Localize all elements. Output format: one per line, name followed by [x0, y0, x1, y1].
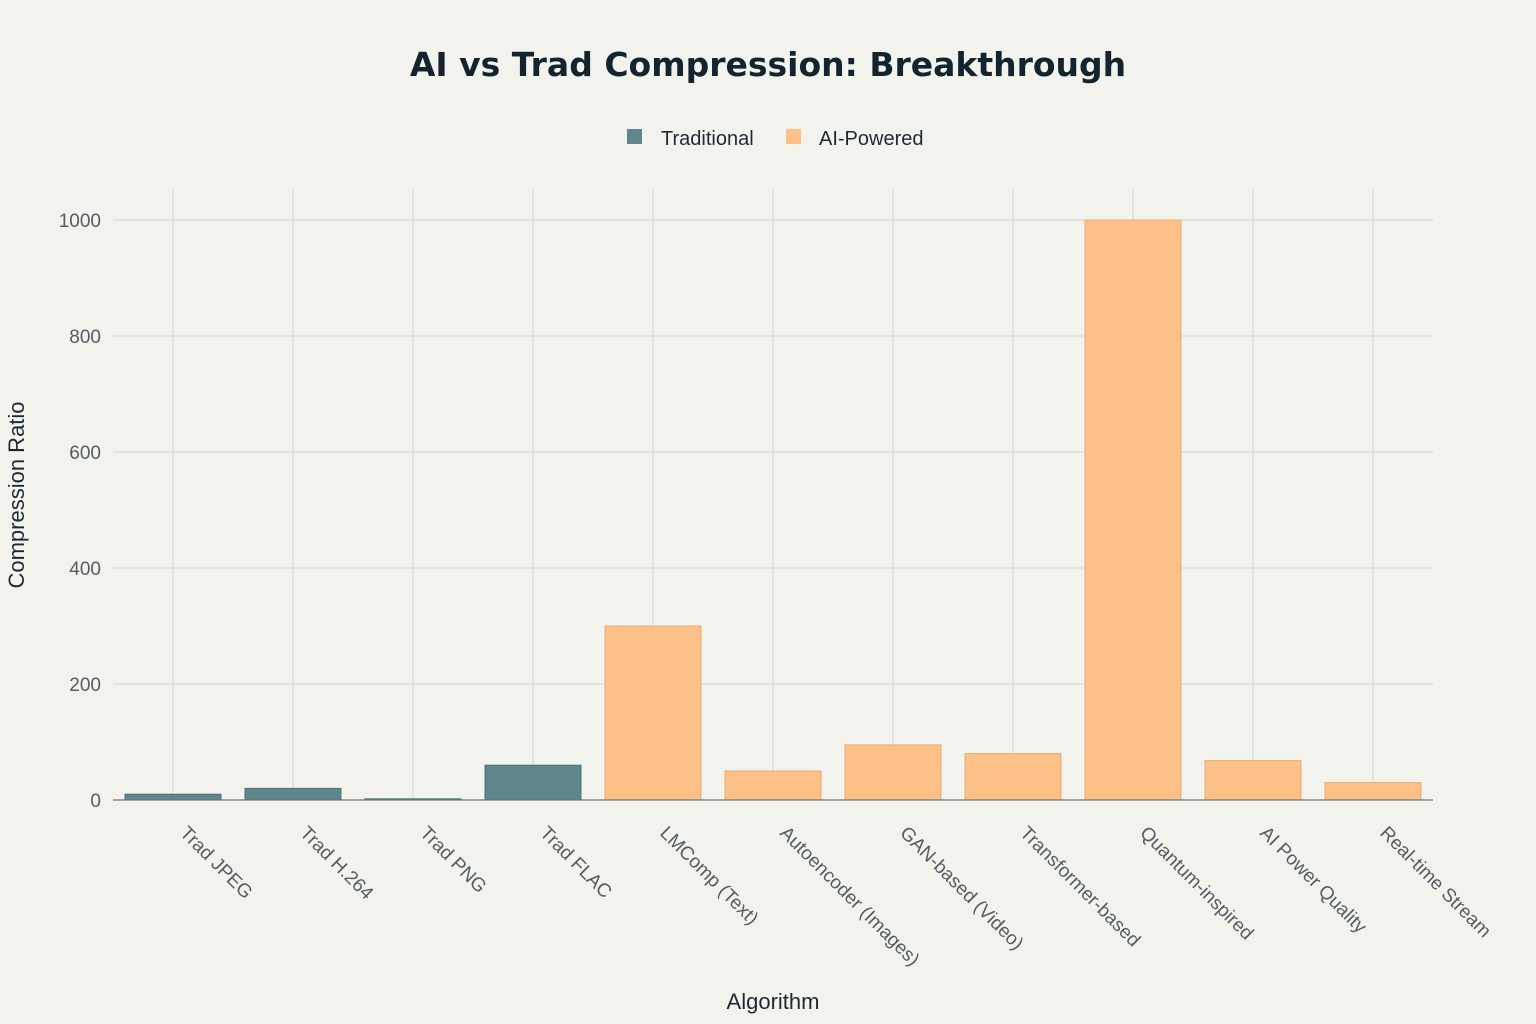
bar-lmcomp-text[interactable] [604, 625, 702, 801]
y-tick-label: 1000 [59, 211, 101, 232]
x-tick-label: Trad H.264 [295, 823, 377, 905]
bar-layer [124, 219, 1422, 801]
y-axis-title: Compression Ratio [4, 401, 29, 588]
legend[interactable]: Traditional AI-Powered [627, 128, 924, 150]
legend-item-ai-powered[interactable]: AI-Powered [786, 128, 924, 150]
y-tick-layer: 0 200 400 600 800 1000 [59, 211, 101, 812]
x-tick-layer: Trad JPEG Trad H.264 Trad PNG Trad FLAC LMCo… [175, 823, 1494, 971]
y-tick-label: 400 [69, 559, 101, 580]
x-tick-label: Real-time Stream [1375, 823, 1494, 942]
y-tick-label: 200 [69, 675, 101, 696]
bar-autoencoder-images[interactable] [724, 770, 822, 801]
legend-label-traditional: Traditional [661, 128, 754, 150]
legend-swatch-traditional [627, 129, 642, 144]
bar-transformer-based[interactable] [964, 753, 1062, 801]
bar-trad-h-264[interactable] [244, 787, 342, 801]
legend-item-traditional[interactable]: Traditional [627, 128, 754, 150]
x-tick-label: GAN-based (Video) [895, 823, 1027, 955]
bar-quantum-inspired[interactable] [1084, 219, 1182, 801]
x-tick-label: Trad JPEG [175, 823, 256, 904]
x-tick-label: Trad FLAC [535, 823, 615, 903]
bar-ai-power-quality[interactable] [1204, 760, 1302, 801]
bar-trad-flac[interactable] [484, 764, 582, 801]
legend-label-ai-powered: AI-Powered [819, 128, 924, 150]
x-tick-label: LMComp (Text) [655, 823, 762, 930]
y-tick-label: 800 [69, 327, 101, 348]
grid-layer [113, 190, 1433, 800]
bar-gan-based-video[interactable] [844, 744, 942, 801]
y-tick-label: 0 [90, 791, 101, 812]
x-tick-label: Quantum-inspired [1135, 823, 1257, 945]
bar-trad-jpeg[interactable] [124, 793, 222, 801]
chart-title: AI vs Trad Compression: Breakthrough [410, 45, 1126, 84]
x-tick-label: Trad PNG [415, 823, 490, 898]
x-axis-title: Algorithm [727, 989, 820, 1014]
x-tick-label: Transformer-based [1015, 823, 1144, 952]
bar-real-time-stream[interactable] [1324, 782, 1422, 801]
legend-swatch-ai-powered [786, 129, 801, 144]
x-tick-label: AI Power Quality [1255, 823, 1370, 938]
y-tick-label: 600 [69, 443, 101, 464]
x-tick-label: Autoencoder (Images) [775, 823, 923, 971]
